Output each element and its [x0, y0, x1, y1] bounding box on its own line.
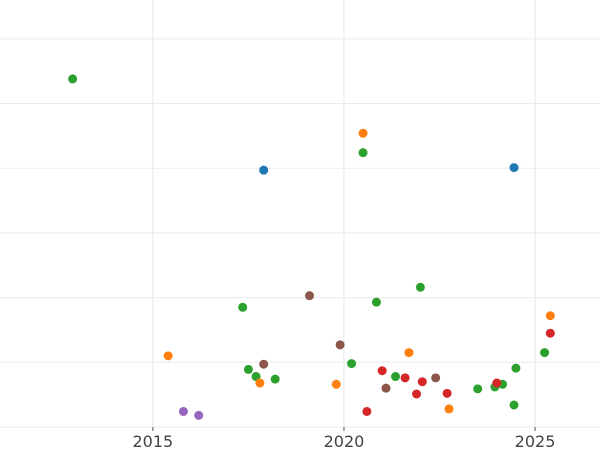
data-point-green [270, 374, 280, 384]
data-point-brown [305, 291, 315, 301]
x-tick-label: 2025 [515, 432, 556, 450]
data-point-green [358, 148, 368, 158]
data-point-brown [381, 383, 391, 393]
data-point-green [415, 282, 425, 292]
data-point-blue [509, 163, 519, 173]
data-point-green [251, 372, 261, 382]
data-point-orange [163, 351, 173, 361]
data-point-orange [331, 379, 341, 389]
data-point-orange [404, 348, 414, 358]
data-point-green [243, 364, 253, 374]
data-point-brown [259, 359, 269, 369]
data-point-purple [194, 410, 204, 420]
data-point-brown [431, 373, 441, 383]
x-tick-label: 2015 [133, 432, 174, 450]
data-point-green [540, 348, 550, 358]
data-point-red [492, 378, 502, 388]
data-point-orange [255, 378, 265, 388]
data-point-purple [178, 406, 188, 416]
data-point-green [509, 400, 519, 410]
data-point-blue [259, 165, 269, 175]
data-point-green [391, 372, 401, 382]
data-point-brown [335, 340, 345, 350]
data-point-green [68, 74, 78, 84]
grid-layer [0, 0, 600, 428]
data-point-orange [358, 128, 368, 138]
data-point-red [400, 373, 410, 383]
data-point-red [417, 377, 427, 387]
data-point-red [442, 388, 452, 398]
data-point-orange [545, 311, 555, 321]
data-points [68, 74, 555, 420]
data-point-red [545, 328, 555, 338]
data-point-green [347, 359, 357, 369]
data-point-orange [444, 404, 454, 414]
x-tick-labels: 2015 2020 2025 [133, 427, 556, 451]
data-point-green [511, 363, 521, 373]
x-tick-label: 2020 [324, 432, 365, 450]
data-point-green [238, 302, 248, 312]
data-point-red [412, 389, 422, 399]
data-point-red [377, 366, 387, 376]
data-point-green [473, 384, 483, 394]
data-point-green [371, 297, 381, 307]
data-point-red [362, 406, 372, 416]
